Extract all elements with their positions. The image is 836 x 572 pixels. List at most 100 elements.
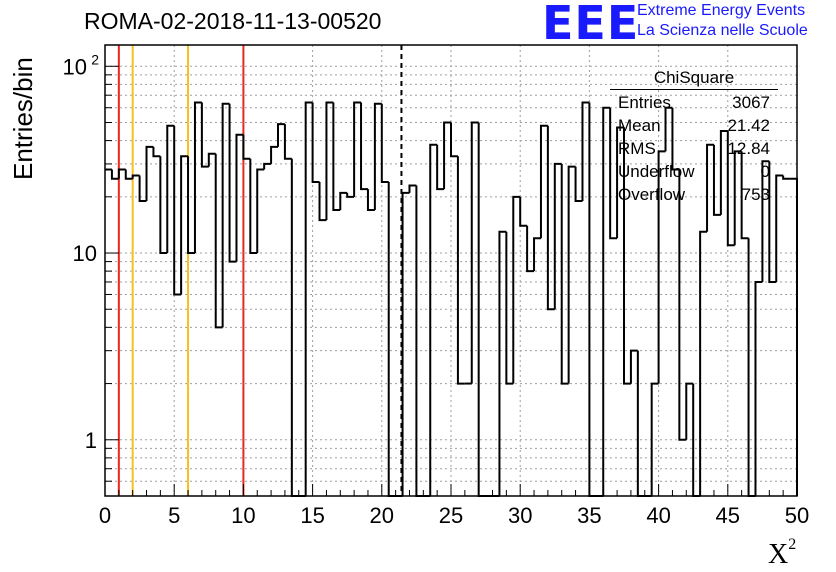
stats-label: Mean: [618, 116, 661, 135]
histogram-bin: [256, 168, 265, 254]
histogram-bin: [657, 150, 666, 384]
stats-label: Overflow: [618, 185, 686, 204]
stats-title: ChiSquare: [610, 68, 778, 90]
histogram-bin: [526, 225, 535, 273]
x-tick-label: 35: [577, 503, 601, 528]
histogram-bin: [539, 124, 548, 239]
histogram-bin: [173, 125, 182, 296]
histogram-bin: [193, 101, 202, 254]
histogram-bin: [706, 143, 714, 232]
histogram-bin: [110, 169, 119, 180]
logo-line-1: Extreme Energy Events: [637, 2, 806, 19]
histogram-bin: [270, 145, 278, 164]
stats-box: ChiSquare Entries 3067 Mean 21.42 RMS 12.84…: [610, 68, 778, 206]
x-tick-label: 20: [370, 503, 394, 528]
histogram-bin: [498, 230, 507, 496]
histogram-bin: [629, 349, 638, 384]
x-tick-label: 30: [508, 503, 532, 528]
x-tick-label: 15: [300, 503, 324, 528]
histogram-bin: [533, 237, 541, 272]
histogram-bin: [782, 175, 791, 180]
histogram-bin: [353, 101, 362, 197]
histogram-bin: [277, 123, 285, 147]
histogram-bin: [283, 124, 292, 160]
histogram-bin: [373, 102, 382, 210]
histogram-bin: [685, 382, 694, 440]
histogram-bin: [429, 143, 438, 496]
histogram-bin: [450, 122, 458, 158]
histogram-bin: [332, 102, 341, 211]
histogram-bin: [415, 185, 424, 497]
histogram-bin: [740, 151, 749, 240]
histogram-bin: [346, 192, 355, 198]
x-axis-label: X2: [768, 536, 796, 571]
histogram-bin: [574, 166, 583, 202]
histogram-bin: [124, 169, 133, 180]
histogram-bin: [408, 184, 417, 193]
x-tick-label: 25: [439, 503, 463, 528]
stats-value: 0: [760, 162, 770, 181]
x-tick-label: 50: [785, 503, 809, 528]
histogram-bin: [214, 153, 223, 329]
histogram-bin: [200, 102, 209, 168]
histogram-bin: [117, 168, 126, 179]
histogram-bin: [436, 144, 445, 191]
stats-row-rms: RMS 12.84: [610, 137, 778, 160]
histogram-bin: [636, 350, 645, 497]
stats-row-underflow: Underflow 0: [610, 160, 778, 183]
x-tick-label: 5: [168, 503, 180, 528]
histogram-bin: [131, 174, 140, 179]
histogram-bin: [678, 169, 687, 441]
stats-value: 21.42: [727, 116, 770, 135]
histogram-bin: [588, 102, 597, 497]
histogram-bin: [664, 106, 673, 152]
histogram-bin: [152, 146, 161, 158]
x-tick-label: 10: [231, 503, 255, 528]
histogram-bin: [249, 158, 258, 255]
histogram-bin: [623, 127, 631, 385]
y-tick-label: 1: [85, 428, 97, 453]
eee-logo: EEE: [542, 0, 640, 50]
logo-line-2: La Scienza nelle Scuole: [637, 22, 808, 39]
histogram-bin: [761, 160, 770, 282]
histogram-bin: [138, 175, 147, 202]
stats-label: RMS: [618, 139, 656, 158]
histogram-bin: [719, 130, 728, 215]
histogram-bin: [505, 231, 514, 385]
histogram-bin: [775, 174, 784, 282]
x-tick-label: 0: [99, 503, 111, 528]
histogram-bin: [768, 161, 777, 283]
histogram-bin: [235, 133, 244, 262]
histogram-bin: [145, 145, 154, 201]
stats-row-entries: Entries 3067: [610, 91, 778, 114]
histogram-bin: [602, 106, 611, 496]
histogram-bin: [553, 162, 562, 310]
stats-value: 12.84: [727, 139, 770, 158]
histogram-bin: [560, 163, 569, 385]
histogram-bin: [387, 182, 396, 497]
histogram-bin: [325, 101, 334, 221]
histogram-bin: [166, 124, 175, 254]
histogram-bin: [180, 155, 189, 295]
x-axis-label-sup: 2: [788, 536, 797, 553]
histogram-bin: [242, 134, 251, 160]
histogram-bin: [699, 230, 708, 496]
histogram-bin: [311, 102, 320, 184]
histogram-bin: [650, 382, 659, 496]
y-tick-label-sup: 2: [91, 51, 99, 67]
stats-value: 753: [741, 185, 770, 204]
histogram-bin: [519, 196, 528, 227]
histogram-bin: [581, 101, 590, 201]
x-tick-label: 40: [646, 503, 670, 528]
y-axis-label: Entries/bin: [8, 57, 38, 180]
histogram-bin: [360, 102, 368, 191]
histogram-bin: [470, 121, 479, 384]
histogram-bin: [477, 122, 486, 497]
histogram-bin: [546, 125, 555, 311]
histogram-bin: [207, 152, 216, 167]
histogram-bin: [616, 126, 624, 239]
histogram-bin: [712, 144, 721, 216]
y-tick-label: 10: [63, 54, 87, 79]
stats-row-mean: Mean 21.42: [610, 114, 778, 137]
